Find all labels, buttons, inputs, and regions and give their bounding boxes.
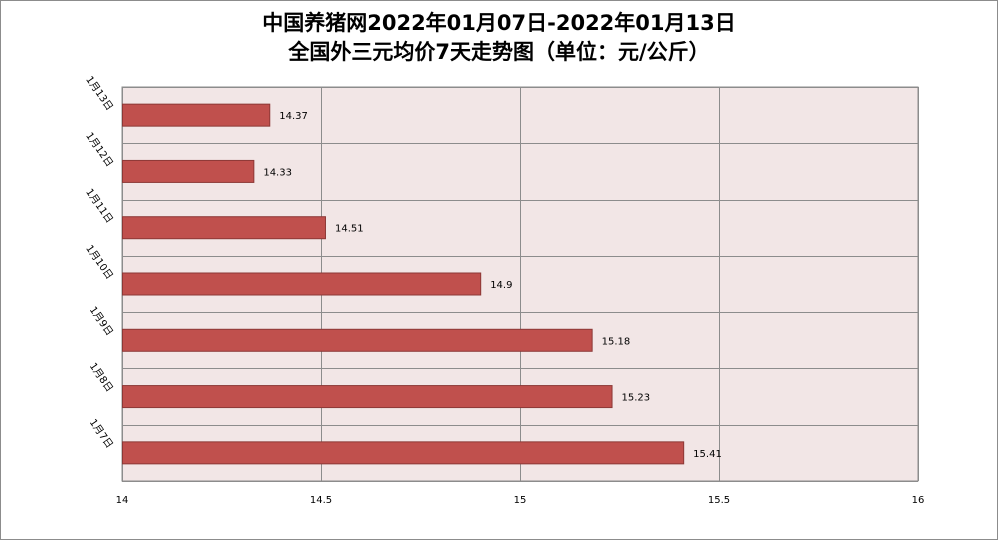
bars — [122, 103, 685, 465]
x-tick-label: 15 — [514, 495, 527, 506]
data-label: 14.51 — [335, 224, 364, 235]
chart-title-line1: 中国养猪网2022年01月07日-2022年01月13日 — [262, 11, 736, 35]
data-label: 14.37 — [279, 111, 308, 122]
chart-title-line2: 全国外三元均价7天走势图（单位：元/公斤） — [288, 40, 710, 64]
bar — [122, 385, 613, 409]
data-labels: 15.41 15.23 15.18 14.9 14.51 14.33 14.37 — [263, 111, 721, 460]
bar — [122, 159, 255, 183]
data-label: 15.23 — [622, 393, 651, 404]
bar — [122, 216, 326, 240]
y-tick-label: 1月7日 — [87, 417, 116, 451]
data-label: 14.9 — [490, 280, 512, 291]
data-label: 14.33 — [263, 167, 292, 178]
bar — [122, 441, 685, 465]
bar — [122, 103, 271, 127]
x-tick-label: 14.5 — [310, 495, 332, 506]
bar — [122, 328, 593, 352]
data-label: 15.41 — [693, 449, 722, 460]
x-tick-label: 15.5 — [708, 495, 730, 506]
bar — [122, 272, 482, 296]
y-axis-ticks: 1月7日 1月8日 1月9日 1月10日 1月11日 1月12日 1月13日 — [83, 74, 115, 451]
y-tick-label: 1月8日 — [87, 361, 116, 395]
y-tick-label: 1月13日 — [83, 74, 115, 113]
data-label: 15.18 — [602, 336, 631, 347]
x-axis-ticks: 14 14.5 15 15.5 16 — [116, 495, 925, 506]
gridlines — [122, 87, 919, 482]
y-tick-label: 1月11日 — [83, 187, 115, 226]
y-tick-label: 1月9日 — [87, 304, 116, 338]
y-tick-label: 1月12日 — [83, 130, 115, 169]
x-tick-label: 14 — [116, 495, 129, 506]
y-tick-label: 1月10日 — [83, 243, 115, 282]
x-tick-label: 16 — [912, 495, 925, 506]
